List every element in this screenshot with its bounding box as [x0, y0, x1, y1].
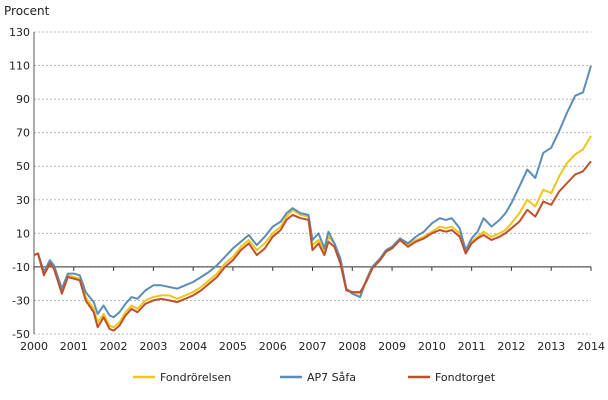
y-tick-label: -50 [12, 328, 30, 341]
y-axis-label: Procent [4, 4, 50, 18]
x-tick-label: 2000 [20, 340, 48, 353]
x-tick-label: 2007 [299, 340, 327, 353]
x-tick-label: 2004 [179, 340, 207, 353]
series-line-2 [33, 160, 592, 332]
legend: Fondrörelsen AP7 Såfa Fondtorget [133, 371, 496, 384]
y-tick-label: 50 [16, 160, 30, 173]
grid-lines [34, 31, 591, 335]
x-tick-label: 2012 [497, 340, 525, 353]
y-tick-label: 30 [16, 194, 30, 207]
x-tick-label: 2002 [100, 340, 128, 353]
x-tick-labels: 2000 2001 2002 2003 2004 2005 2006 2007 2008 2009… [20, 340, 605, 353]
axes [33, 32, 592, 334]
legend-label: Fondrörelsen [160, 371, 231, 384]
legend-label: AP7 Såfa [307, 371, 356, 384]
legend-label: Fondtorget [435, 371, 496, 384]
x-tick-label: 2014 [577, 340, 605, 353]
y-tick-label: 70 [16, 127, 30, 140]
x-tick-label: 2008 [338, 340, 366, 353]
y-tick-label: 130 [9, 26, 30, 39]
x-tick-label: 2003 [139, 340, 167, 353]
x-tick-label: 2010 [418, 340, 446, 353]
x-tick-label: 2009 [378, 340, 406, 353]
series-line-1 [33, 65, 592, 319]
y-tick-label: -10 [12, 261, 30, 274]
y-tick-labels: 130 110 90 70 50 30 10 -10 -30 -50 [9, 26, 30, 341]
x-tick-label: 2006 [259, 340, 287, 353]
y-tick-label: 110 [9, 60, 30, 73]
x-tick-label: 2013 [537, 340, 565, 353]
y-tick-label: 10 [16, 227, 30, 240]
x-tick-label: 2011 [458, 340, 486, 353]
series-lines [33, 65, 592, 332]
y-tick-label: -30 [12, 294, 30, 307]
x-tick-label: 2001 [60, 340, 88, 353]
x-tick-label: 2005 [219, 340, 247, 353]
y-tick-label: 90 [16, 93, 30, 106]
